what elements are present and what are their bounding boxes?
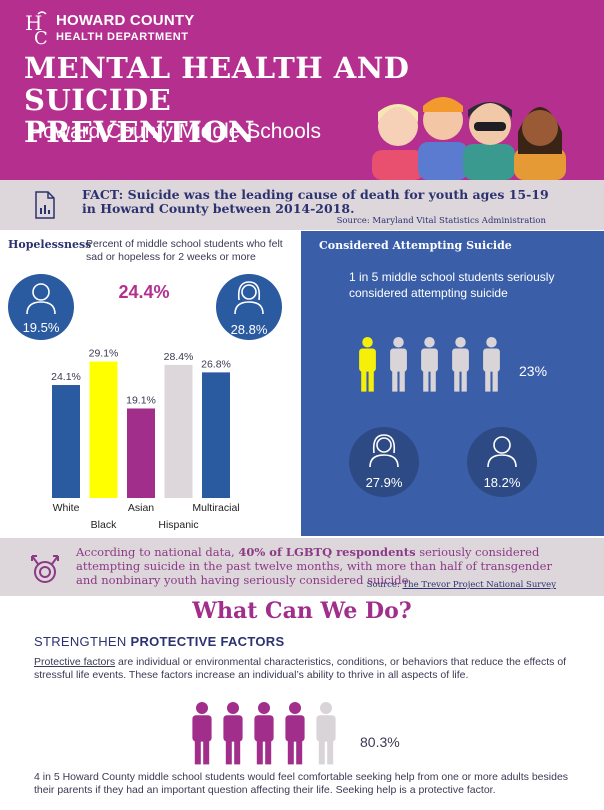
page-subtitle: Howard County Middle Schools: [28, 120, 321, 143]
hopelessness-bar-chart: 24.1% White 29.1% Black 19.1% Asian 28.4% Hispa…: [51, 348, 240, 531]
protective-factors-link[interactable]: Protective factors: [34, 656, 116, 668]
hopelessness-title: Hopelessness: [8, 238, 92, 251]
person-icon-highlighted: [223, 702, 243, 765]
lgbtq-source: Source: The Trevor Project National Surv…: [367, 580, 556, 590]
hc-logo-icon: H C: [25, 11, 48, 46]
protective-factors-text: Protective factors are individual or env…: [34, 656, 582, 681]
considered-suicide-percent: 23%: [519, 363, 548, 379]
svg-text:H: H: [25, 11, 42, 35]
document-chart-icon: [35, 191, 55, 219]
bar-value-label: 29.1%: [89, 348, 119, 360]
strengthen-plain: STRENGTHEN: [34, 634, 131, 649]
female-considered-percent: 27.9%: [365, 475, 403, 490]
female-considered-circle: 27.9%: [349, 427, 419, 497]
person-icon: [452, 337, 469, 392]
lgbtq-text-rest: seriously considered attempting suicide …: [76, 545, 552, 587]
person-icon: [483, 337, 500, 392]
header-banner: H C HOWARD COUNTY HEALTH DEPARTMENT MENT…: [0, 0, 604, 180]
fact-banner: FACT: Suicide was the leading cause of d…: [0, 180, 604, 230]
male-hopelessness-circle: 19.5%: [8, 274, 74, 340]
help-seeking-figures: [192, 702, 336, 765]
male-considered-circle: 18.2%: [467, 427, 537, 497]
protective-factors-definition: are individual or environmental characte…: [34, 656, 567, 681]
category-label: Asian: [128, 502, 154, 514]
bar-multiracial: [202, 372, 230, 498]
category-label: Black: [91, 519, 117, 531]
person-icon-highlighted: [285, 702, 305, 765]
bar-asian: [127, 408, 155, 498]
category-label: White: [53, 502, 80, 514]
page-title: MENTAL HEALTH AND SUICIDE PREVENTION: [24, 52, 544, 148]
strengthen-heading: STRENGTHEN PROTECTIVE FACTORS: [34, 634, 284, 649]
bar-black: [89, 361, 118, 498]
svg-text:C: C: [34, 28, 48, 46]
bar-value-label: 26.8%: [201, 358, 231, 370]
male-hopelessness-percent: 19.5%: [22, 320, 60, 335]
person-icon-highlighted: [254, 702, 274, 765]
org-department: HEALTH DEPARTMENT: [56, 31, 189, 43]
help-seeking-percent: 80.3%: [360, 734, 400, 750]
male-considered-percent: 18.2%: [483, 475, 521, 490]
considered-suicide-text: 1 in 5 middle school students seriously …: [349, 270, 555, 300]
female-hopelessness-circle: 28.8%: [216, 274, 282, 340]
person-icon-highlighted: [359, 337, 376, 392]
bar-white: [52, 385, 80, 498]
male-silhouette-icon: [26, 283, 56, 315]
help-seeking-text: 4 in 5 Howard County middle school stude…: [34, 771, 569, 796]
person-icon: [390, 337, 407, 392]
gender-symbols-icon: [31, 555, 59, 583]
fact-text: FACT: Suicide was the leading cause of d…: [82, 187, 549, 216]
bar-value-label: 19.1%: [126, 394, 156, 406]
lgbtq-banner: According to national data, 40% of LGBTQ…: [0, 538, 604, 596]
category-label: Multiracial: [192, 502, 239, 514]
org-name: HOWARD COUNTY: [56, 12, 195, 29]
hopelessness-description: Percent of middle school students who fe…: [86, 238, 283, 263]
person-icon: [316, 702, 336, 765]
bar-value-label: 28.4%: [164, 351, 194, 363]
lgbtq-text-highlight: 40% of LGBTQ respondents: [238, 545, 416, 559]
bar-hispanic: [164, 364, 193, 498]
considered-suicide-title: Considered Attempting Suicide: [319, 239, 512, 252]
male-silhouette-icon: [487, 436, 517, 468]
lgbtq-text-intro: According to national data,: [76, 545, 239, 559]
bar-value-label: 24.1%: [51, 371, 81, 383]
hopelessness-overall-percent: 24.4%: [118, 282, 170, 302]
person-icon-highlighted: [192, 702, 212, 765]
title-line-1: MENTAL HEALTH AND SUICIDE: [24, 51, 410, 117]
female-silhouette-icon: [234, 281, 264, 315]
lgbtq-source-label: Source:: [366, 580, 403, 590]
considered-suicide-figures: [359, 337, 500, 392]
fact-source: Source: Maryland Vital Statistics Admini…: [336, 216, 546, 226]
person-icon: [421, 337, 438, 392]
female-silhouette-icon: [369, 434, 399, 468]
students-illustration: [372, 97, 566, 180]
category-label: Hispanic: [158, 519, 198, 531]
female-hopelessness-percent: 28.8%: [230, 322, 268, 337]
what-can-we-do-heading: What Can We Do?: [192, 598, 412, 624]
considered-suicide-panel: Considered Attempting Suicide 1 in 5 mid…: [301, 231, 604, 536]
trevor-project-link[interactable]: The Trevor Project National Survey: [402, 580, 556, 590]
strengthen-bold: PROTECTIVE FACTORS: [130, 634, 285, 649]
lgbtq-text: According to national data, 40% of LGBTQ…: [76, 545, 576, 587]
title-line-2: PREVENTION: [24, 115, 256, 149]
